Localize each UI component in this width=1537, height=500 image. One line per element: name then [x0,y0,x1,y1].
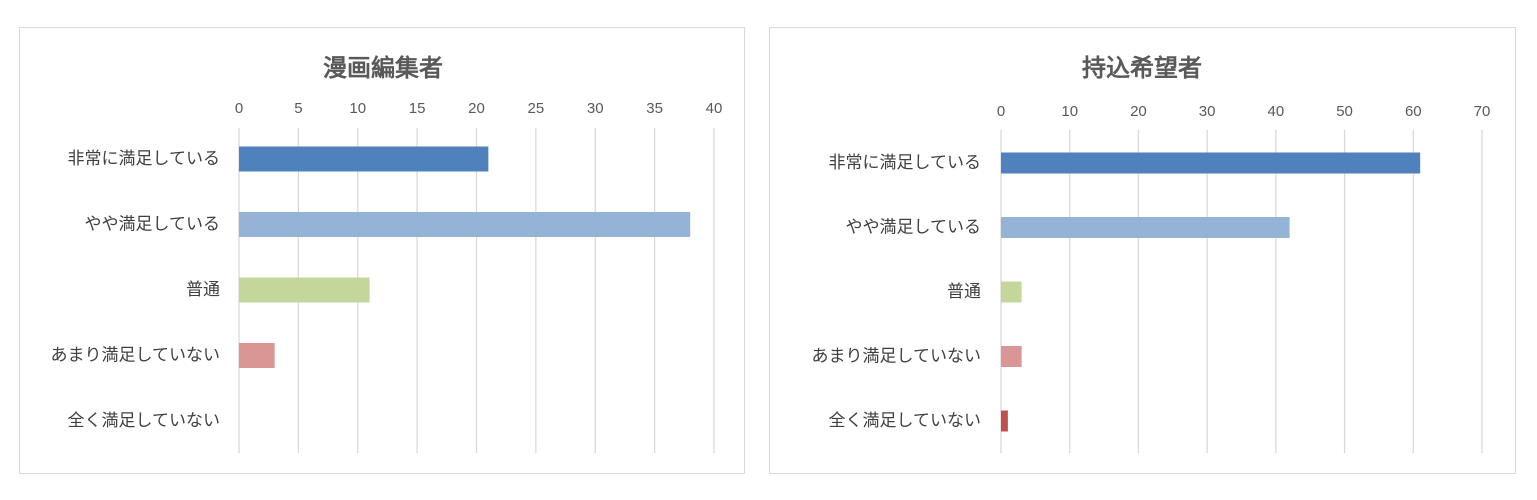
bar [1001,152,1421,174]
bar [239,343,275,368]
x-tick-label: 70 [1474,103,1491,120]
x-tick-label: 35 [646,100,663,117]
category-label: 普通 [186,280,220,300]
x-tick-label: 15 [409,100,426,117]
category-label: 全く満足していない [829,411,982,431]
chart-svg-manga-editors: 漫画編集者 0 5 10 15 20 25 30 35 40 非常に満足しているやや満足している普通… [51,54,723,453]
x-tick-label: 0 [235,100,243,117]
x-tick-label: 10 [349,100,366,117]
chart-title: 持込希望者 [1082,54,1202,82]
category-label: 非常に満足している [68,149,221,169]
x-tick-label: 20 [468,100,485,117]
category-label: あまり満足していない [51,346,221,366]
x-tick-label: 0 [997,103,1005,120]
bar [239,212,691,237]
x-tick-label: 5 [294,100,302,117]
x-tick-label: 20 [1130,103,1147,120]
category-label: 普通 [947,282,981,302]
category-label: あまり満足していない [812,347,982,367]
x-tick-label: 30 [1199,103,1216,120]
bar [239,146,489,172]
bar [1001,281,1022,303]
chart-panel-applicants: 持込希望者 0 10 20 30 40 50 60 70 非常に満足しているやや満足している普通あ… [769,27,1516,474]
x-tick-label: 25 [528,100,545,117]
x-tick-label: 30 [587,100,604,117]
chart-svg-applicants: 持込希望者 0 10 20 30 40 50 60 70 非常に満足しているやや満足している普通あ… [812,54,1491,453]
x-tick-label: 10 [1061,103,1078,120]
bar [1001,410,1008,432]
category-label: やや満足している [85,215,221,235]
x-tick-label: 50 [1336,103,1353,120]
bar [239,277,370,303]
category-label: やや満足している [846,218,982,238]
bar [1001,346,1022,367]
category-label: 全く満足していない [68,411,221,431]
x-tick-label: 40 [1268,103,1285,120]
chart-panel-manga-editors: 漫画編集者 0 5 10 15 20 25 30 35 40 非常に満足しているやや満足している普通… [19,27,745,474]
bar [1001,217,1290,238]
x-tick-label: 40 [706,100,723,117]
x-tick-label: 60 [1405,103,1422,120]
chart-title: 漫画編集者 [323,54,443,82]
category-label: 非常に満足している [829,153,982,173]
